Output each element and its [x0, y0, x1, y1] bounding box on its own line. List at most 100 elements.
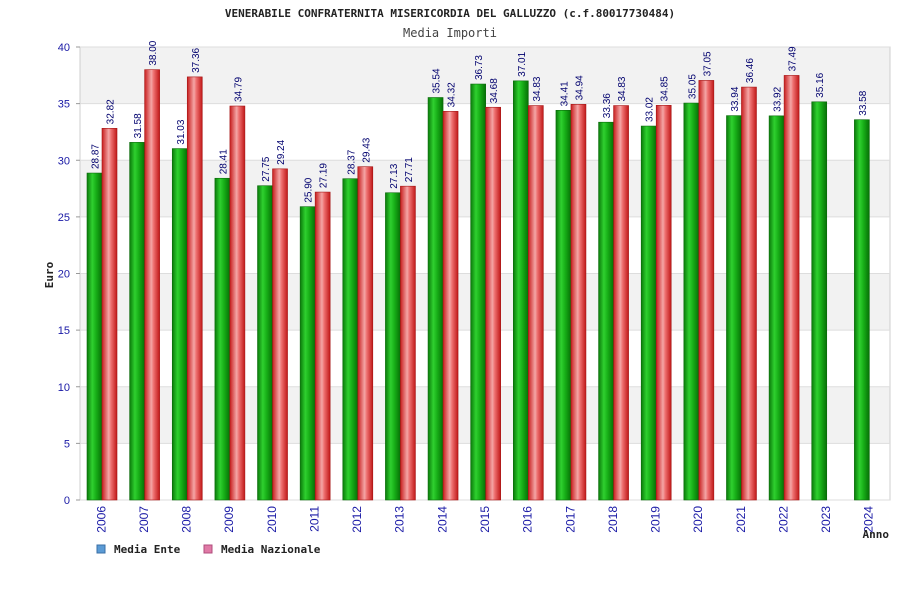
x-tick-label: 2019 [649, 506, 663, 533]
bar-media-ente-2008 [171, 148, 188, 501]
data-label-media-ente-2006: 28.87 [91, 144, 102, 169]
bar-media-nazionale-2015 [485, 106, 501, 501]
x-tick-label: 2024 [862, 506, 876, 533]
x-axis-ticks: 2006 2007 2008 2009 2010 2011 2012 2013 2014 2015… [94, 506, 875, 533]
data-label-media-ente-2022: 33.92 [773, 86, 784, 111]
data-label-media-ente-2018: 33.36 [602, 93, 613, 118]
data-label-media-nazionale-2006: 32.82 [106, 99, 117, 124]
data-label-media-ente-2017: 34.41 [559, 81, 570, 106]
bar-media-nazionale-2006 [101, 128, 118, 501]
bar-media-ente-2013 [385, 192, 401, 501]
y-axis-ticks: 0 5 10 15 20 25 30 35 40 [58, 42, 80, 507]
bar-media-nazionale-2017 [570, 104, 587, 501]
y-tick-label: 25 [58, 212, 70, 224]
data-label-media-nazionale-2015: 34.68 [489, 78, 500, 103]
data-label-media-nazionale-2007: 38.00 [148, 40, 159, 65]
y-tick-label: 20 [58, 269, 70, 281]
legend-label-media-nazionale: Media Nazionale [221, 543, 321, 556]
data-label-media-nazionale-2019: 34.85 [660, 76, 671, 101]
bar-media-ente-2018 [598, 121, 614, 501]
bar-media-ente-2020 [683, 102, 700, 501]
bar-media-ente-2021 [726, 115, 742, 501]
data-labels: 28.87 32.82 31.58 38.00 31.03 37.36 28.41 34.79… [91, 40, 869, 202]
bar-media-nazionale-2012 [357, 166, 374, 501]
legend-label-media-ente: Media Ente [114, 543, 181, 556]
x-tick-label: 2010 [265, 506, 279, 533]
data-label-media-ente-2024: 33.58 [858, 90, 869, 115]
bar-media-nazionale-2013 [400, 185, 416, 501]
bar-media-ente-2016 [513, 80, 529, 501]
bar-media-nazionale-2011 [314, 191, 331, 501]
legend-swatch-media-ente [96, 544, 106, 554]
data-label-media-ente-2023: 35.16 [815, 72, 826, 97]
data-label-media-ente-2021: 33.94 [730, 86, 741, 111]
data-label-media-ente-2013: 27.13 [389, 163, 400, 188]
bar-media-ente-2017 [555, 110, 572, 501]
data-label-media-nazionale-2010: 29.24 [276, 139, 287, 164]
bar-media-ente-2012 [342, 178, 359, 501]
data-label-media-nazionale-2020: 37.05 [702, 51, 713, 76]
bar-media-ente-2009 [214, 177, 231, 501]
y-axis-label: Euro [43, 261, 56, 288]
bar-media-ente-2024 [854, 119, 870, 501]
data-label-media-nazionale-2009: 34.79 [233, 77, 244, 102]
x-tick-label: 2012 [350, 506, 364, 533]
legend-item-media-nazionale: Media Nazionale [203, 543, 321, 556]
x-tick-label: 2008 [180, 506, 194, 533]
y-tick-label: 10 [58, 382, 70, 394]
bar-media-nazionale-2016 [528, 105, 544, 501]
x-tick-label: 2015 [478, 506, 492, 533]
bar-media-ente-2007 [129, 142, 145, 501]
x-tick-label: 2020 [691, 506, 705, 533]
data-label-media-ente-2014: 35.54 [432, 68, 443, 93]
x-axis-label: Anno [863, 528, 890, 541]
data-label-media-ente-2008: 31.03 [176, 119, 187, 144]
y-tick-label: 15 [58, 325, 70, 337]
bar-media-nazionale-2007 [144, 69, 160, 501]
x-tick-label: 2023 [819, 506, 833, 533]
data-label-media-nazionale-2011: 27.19 [319, 163, 330, 188]
x-tick-label: 2014 [435, 506, 449, 533]
data-label-media-nazionale-2008: 37.36 [191, 47, 202, 72]
bar-media-ente-2014 [427, 97, 444, 501]
bars [86, 69, 870, 501]
bar-media-ente-2010 [257, 185, 273, 501]
bar-media-ente-2022 [768, 115, 785, 501]
bar-media-ente-2011 [299, 206, 316, 501]
data-label-media-nazionale-2018: 34.83 [617, 76, 628, 101]
bar-media-nazionale-2022 [783, 75, 800, 501]
data-label-media-nazionale-2017: 34.94 [574, 75, 585, 100]
bar-media-nazionale-2010 [272, 168, 288, 501]
chart-title: VENERABILE CONFRATERNITA MISERICORDIA DE… [225, 7, 675, 20]
bar-media-ente-2006 [86, 172, 103, 501]
y-tick-label: 30 [58, 155, 70, 167]
bar-media-nazionale-2020 [698, 80, 715, 501]
data-label-media-ente-2019: 33.02 [645, 97, 656, 122]
y-tick-label: 0 [64, 495, 70, 507]
legend: Media Ente Media Nazionale [96, 543, 321, 556]
y-tick-label: 40 [58, 42, 70, 54]
data-label-media-ente-2007: 31.58 [133, 113, 144, 138]
x-tick-label: 2009 [222, 506, 236, 533]
data-label-media-ente-2012: 28.37 [346, 149, 357, 174]
legend-item-media-ente: Media Ente [96, 543, 181, 556]
x-tick-label: 2007 [137, 506, 151, 533]
x-tick-label: 2018 [606, 506, 620, 533]
x-tick-label: 2022 [776, 506, 790, 533]
data-label-media-ente-2016: 37.01 [517, 51, 528, 76]
bar-media-nazionale-2009 [229, 105, 246, 501]
data-label-media-ente-2020: 35.05 [687, 74, 698, 99]
data-label-media-ente-2015: 36.73 [474, 55, 485, 80]
bar-media-ente-2023 [811, 101, 828, 501]
data-label-media-ente-2011: 25.90 [304, 177, 315, 202]
bar-media-nazionale-2018 [613, 105, 629, 501]
data-label-media-nazionale-2014: 34.32 [447, 82, 458, 107]
data-label-media-nazionale-2022: 37.49 [788, 46, 799, 71]
bar-media-nazionale-2008 [186, 76, 203, 501]
bar-media-nazionale-2014 [442, 111, 459, 501]
x-tick-label: 2016 [521, 506, 535, 533]
chart-subtitle: Media Importi [403, 26, 497, 40]
data-label-media-ente-2009: 28.41 [218, 149, 229, 174]
bar-media-ente-2015 [470, 83, 486, 501]
